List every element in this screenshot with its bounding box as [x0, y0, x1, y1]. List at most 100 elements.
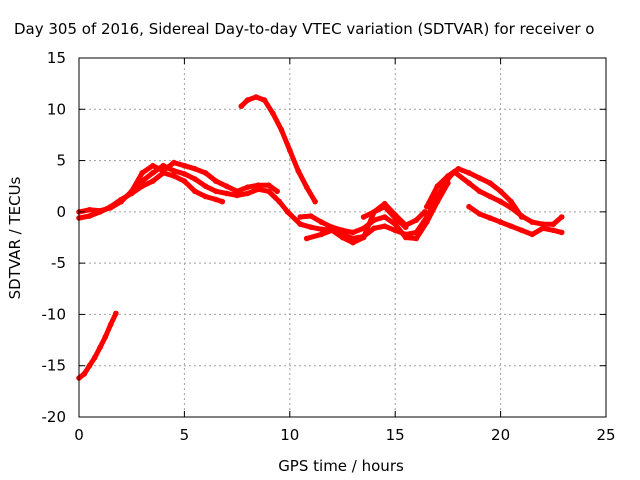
data-point: [274, 188, 281, 195]
y-tick-label: -5: [51, 254, 66, 272]
data-point: [497, 198, 504, 205]
data-point: [339, 227, 346, 234]
data-point: [276, 198, 283, 205]
data-point: [297, 221, 304, 227]
data-point: [540, 225, 546, 232]
data-point: [421, 209, 428, 215]
series-line-trace-j: [466, 204, 565, 237]
data-point: [181, 171, 188, 177]
data-point: [529, 219, 535, 225]
data-point: [150, 162, 156, 169]
data-point: [150, 170, 156, 176]
data-point: [308, 224, 314, 230]
data-point: [466, 170, 472, 176]
data-point: [92, 354, 98, 361]
data-point: [223, 183, 230, 189]
data-point: [558, 214, 565, 220]
data-point: [278, 127, 285, 133]
data-point: [244, 190, 251, 197]
data-point: [318, 219, 325, 225]
data-point: [171, 173, 177, 179]
data-point: [86, 213, 93, 219]
data-point: [466, 180, 472, 186]
data-point: [139, 183, 145, 189]
data-point: [202, 193, 209, 200]
data-point: [113, 310, 119, 317]
data-point: [381, 200, 388, 207]
data-point: [238, 103, 245, 109]
data-point: [265, 182, 272, 188]
data-point: [550, 227, 557, 234]
data-point: [518, 227, 525, 234]
tick-labels: 0 5 10 15 20 25 -20 -15 -10 -5 0 5 10 15: [42, 49, 616, 444]
data-point: [434, 183, 441, 189]
data-point: [261, 97, 268, 103]
series-line-trace-k: [424, 166, 525, 220]
data-point: [107, 321, 114, 328]
data-point: [445, 180, 451, 186]
data-point: [219, 198, 226, 205]
data-point: [295, 168, 302, 174]
data-point: [476, 188, 483, 195]
data-point: [150, 178, 156, 184]
data-point: [318, 226, 325, 233]
data-point: [139, 170, 145, 176]
data-point: [434, 198, 441, 205]
data-point: [202, 170, 209, 176]
data-point: [128, 188, 135, 195]
data-point: [81, 371, 88, 377]
data-point: [497, 188, 504, 195]
data-point: [244, 97, 251, 103]
data-point: [303, 235, 310, 242]
x-axis-label: GPS time / hours: [278, 457, 404, 475]
data-point: [402, 234, 409, 241]
data-point: [192, 176, 198, 182]
data-point: [424, 203, 430, 210]
chart-title: Day 305 of 2016, Sidereal Day-to-day VTE…: [14, 20, 594, 38]
data-point: [381, 214, 388, 220]
x-tick-label: 10: [280, 426, 299, 444]
data-point: [350, 239, 356, 246]
data-point: [253, 94, 259, 100]
y-tick-label: 0: [56, 203, 66, 221]
data-point: [529, 231, 535, 238]
data-point: [181, 178, 188, 184]
data-point: [558, 229, 565, 236]
data-point: [118, 196, 124, 203]
y-tick-label: 15: [47, 49, 66, 67]
data-point: [181, 162, 188, 169]
data-point: [213, 178, 219, 184]
y-tick-label: 5: [56, 152, 66, 170]
data-point: [445, 173, 451, 179]
data-point: [540, 221, 546, 227]
data-point: [518, 214, 525, 220]
data-point: [476, 175, 483, 181]
data-point: [318, 231, 325, 238]
data-point: [360, 214, 367, 220]
data-point: [234, 192, 240, 199]
data-point: [213, 188, 219, 195]
data-point: [255, 182, 261, 188]
data-point: [371, 225, 377, 232]
data-point: [392, 212, 399, 218]
data-point: [270, 110, 276, 117]
data-point: [312, 198, 318, 205]
data-point: [360, 234, 367, 241]
data-point: [171, 168, 177, 174]
data-point: [86, 362, 93, 369]
x-tick-label: 25: [596, 426, 615, 444]
data-point: [234, 188, 240, 195]
data-point: [97, 209, 103, 215]
data-point: [508, 198, 514, 205]
data-point: [308, 213, 314, 219]
data-point: [303, 184, 310, 190]
data-point: [508, 223, 514, 229]
data-point: [413, 235, 420, 242]
data-point: [202, 183, 209, 189]
x-tick-label: 20: [491, 426, 510, 444]
plot-frame: [78, 57, 607, 418]
data-point: [192, 188, 198, 195]
data-point: [192, 166, 198, 172]
y-tick-label: -20: [42, 408, 67, 426]
